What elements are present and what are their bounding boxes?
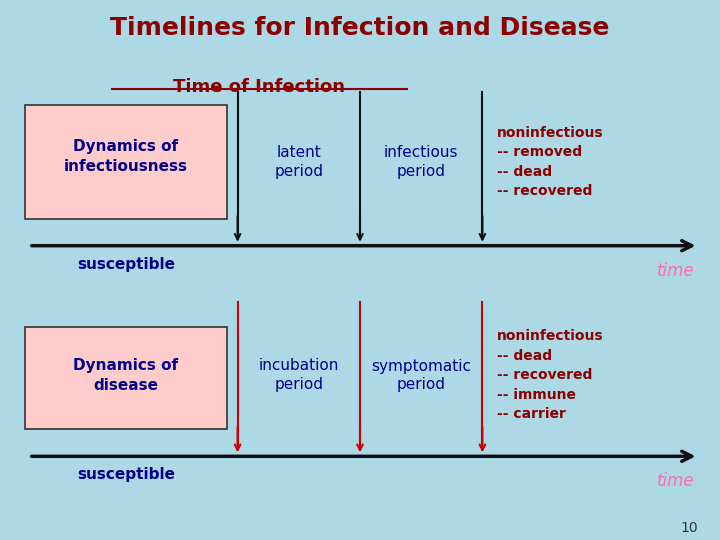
Text: Time of Infection: Time of Infection: [174, 78, 345, 96]
Text: Dynamics of
disease: Dynamics of disease: [73, 358, 179, 393]
FancyBboxPatch shape: [25, 105, 227, 219]
FancyBboxPatch shape: [25, 327, 227, 429]
Text: susceptible: susceptible: [77, 467, 175, 482]
Text: incubation
period: incubation period: [258, 359, 339, 392]
Text: noninfectious
-- dead
-- recovered
-- immune
-- carrier: noninfectious -- dead -- recovered -- im…: [497, 329, 603, 421]
Text: time: time: [657, 262, 695, 280]
Text: Timelines for Infection and Disease: Timelines for Infection and Disease: [110, 16, 610, 40]
Text: symptomatic
period: symptomatic period: [372, 359, 471, 392]
Text: 10: 10: [681, 521, 698, 535]
Text: time: time: [657, 472, 695, 490]
Text: latent
period: latent period: [274, 145, 323, 179]
Text: Dynamics of
infectiousness: Dynamics of infectiousness: [64, 139, 188, 174]
Text: infectious
period: infectious period: [384, 145, 459, 179]
Text: susceptible: susceptible: [77, 256, 175, 272]
Text: noninfectious
-- removed
-- dead
-- recovered: noninfectious -- removed -- dead -- reco…: [497, 126, 603, 198]
